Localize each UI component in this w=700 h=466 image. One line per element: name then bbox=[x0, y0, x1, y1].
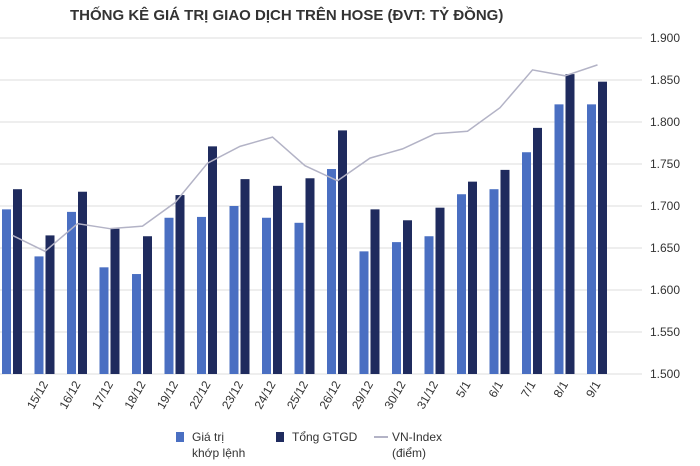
bar bbox=[240, 179, 250, 374]
bar bbox=[2, 209, 11, 374]
bar bbox=[229, 206, 239, 374]
bar bbox=[132, 274, 141, 374]
x-tick-label: 6/1 bbox=[486, 378, 507, 400]
bar bbox=[359, 251, 369, 374]
x-tick-label: 5/1 bbox=[453, 378, 474, 400]
bar bbox=[392, 242, 401, 374]
bar bbox=[565, 74, 575, 375]
bar bbox=[143, 236, 152, 374]
x-tick-label: 9/1 bbox=[583, 378, 604, 400]
bar bbox=[500, 169, 510, 374]
y-tick-label: 1.700 bbox=[650, 199, 680, 213]
x-tick-label: 19/12 bbox=[154, 378, 181, 411]
y-tick-label: 1.750 bbox=[650, 157, 680, 171]
x-tick-label: 15/12 bbox=[24, 378, 51, 411]
bar bbox=[175, 195, 185, 374]
bar bbox=[34, 256, 44, 374]
bar bbox=[424, 236, 434, 374]
bar bbox=[403, 220, 412, 374]
y-tick-label: 1.600 bbox=[650, 283, 680, 297]
bar bbox=[587, 104, 596, 375]
x-tick-label: 17/12 bbox=[89, 378, 116, 411]
x-tick-label: 23/12 bbox=[219, 378, 246, 411]
legend-label: VN-Index (điểm) bbox=[392, 430, 442, 460]
bar bbox=[67, 211, 76, 374]
legend-label: Giá trị khớp lệnh bbox=[192, 430, 245, 460]
x-tick-label: 29/12 bbox=[349, 378, 376, 411]
bar bbox=[338, 130, 347, 374]
bar bbox=[262, 217, 271, 374]
bar bbox=[78, 191, 87, 374]
bar bbox=[457, 194, 466, 374]
y-tick-label: 1.800 bbox=[650, 115, 680, 129]
bar bbox=[294, 222, 304, 374]
bar bbox=[554, 104, 564, 375]
bar bbox=[370, 209, 380, 374]
x-tick-label: 8/1 bbox=[551, 378, 572, 400]
bar bbox=[197, 216, 206, 374]
bar bbox=[164, 217, 174, 374]
x-tick-label: 25/12 bbox=[284, 378, 311, 411]
y-tick-label: 1.500 bbox=[650, 367, 680, 381]
bar bbox=[45, 235, 55, 374]
bar bbox=[99, 267, 109, 374]
legend-swatch bbox=[176, 432, 184, 442]
legend-label: Tổng GTGD bbox=[292, 430, 358, 444]
y-tick-label: 1.850 bbox=[650, 73, 680, 87]
x-tick-label: 22/12 bbox=[186, 378, 213, 411]
chart-title: THỐNG KÊ GIÁ TRỊ GIAO DỊCH TRÊN HOSE (ĐV… bbox=[70, 6, 503, 24]
bar bbox=[435, 207, 445, 374]
bar bbox=[110, 228, 120, 374]
x-tick-label: 26/12 bbox=[316, 378, 343, 411]
x-tick-label: 24/12 bbox=[251, 378, 278, 411]
legend-swatch bbox=[276, 432, 284, 442]
x-tick-label: 30/12 bbox=[381, 378, 408, 411]
bar bbox=[273, 185, 282, 374]
y-tick-label: 1.650 bbox=[650, 241, 680, 255]
bar bbox=[208, 146, 217, 374]
bar bbox=[468, 181, 477, 374]
x-tick-label: 31/12 bbox=[414, 378, 441, 411]
bar bbox=[327, 169, 336, 374]
line bbox=[12, 64, 598, 253]
bar bbox=[522, 152, 531, 374]
bar bbox=[13, 189, 22, 374]
bar bbox=[533, 127, 542, 374]
bar bbox=[489, 189, 499, 374]
y-tick-label: 1.550 bbox=[650, 325, 680, 339]
y-tick-label: 1.900 bbox=[650, 31, 680, 45]
bar bbox=[598, 81, 607, 375]
bar bbox=[305, 178, 315, 374]
x-tick-label: 16/12 bbox=[56, 378, 83, 411]
x-tick-label: 7/1 bbox=[518, 378, 539, 400]
x-tick-label: 18/12 bbox=[121, 378, 148, 411]
